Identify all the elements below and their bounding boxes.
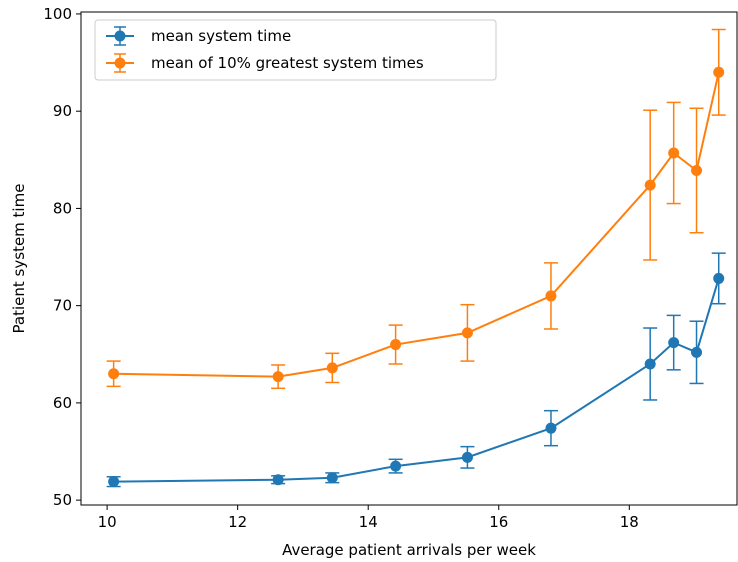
data-point	[108, 476, 120, 488]
x-tick-label: 10	[98, 513, 117, 531]
y-tick-label: 60	[53, 394, 72, 412]
data-point	[326, 362, 338, 374]
y-tick-label: 50	[53, 491, 72, 509]
legend-label: mean of 10% greatest system times	[151, 54, 424, 72]
plot-frame	[80, 11, 738, 506]
data-point	[272, 474, 284, 486]
data-point	[461, 327, 473, 339]
data-point	[668, 147, 680, 159]
data-point	[390, 460, 402, 472]
legend-swatch-marker	[114, 30, 126, 42]
data-point	[390, 339, 402, 351]
data-point	[545, 290, 557, 302]
series-1	[106, 28, 726, 390]
x-tick-label: 18	[620, 513, 639, 531]
data-point	[713, 66, 725, 78]
data-point	[691, 346, 703, 358]
legend: mean system time mean of 10% greatest sy…	[94, 19, 497, 81]
x-axis-label: Average patient arrivals per week	[282, 541, 536, 559]
series-line	[113, 72, 720, 378]
series-0	[106, 252, 726, 488]
data-point	[272, 371, 284, 383]
x-tick-label: 14	[359, 513, 378, 531]
data-point	[644, 358, 656, 370]
series-layer	[106, 28, 726, 488]
data-point	[668, 337, 680, 349]
legend-entry-0: mean system time	[106, 26, 291, 46]
y-tick-label: 80	[53, 199, 72, 217]
y-tick-label: 100	[43, 5, 72, 23]
data-point	[108, 368, 120, 380]
legend-box	[94, 19, 497, 81]
data-point	[644, 179, 656, 191]
x-tick-label: 16	[489, 513, 508, 531]
data-point	[713, 272, 725, 284]
x-tick-label: 12	[228, 513, 247, 531]
legend-label: mean system time	[151, 27, 291, 45]
y-axis-label: Patient system time	[10, 184, 28, 334]
legend-swatch-marker	[114, 57, 126, 69]
y-tick-label: 90	[53, 102, 72, 120]
series-line	[113, 278, 720, 483]
y-tick-label: 70	[53, 297, 72, 315]
data-point	[545, 422, 557, 434]
data-point	[691, 164, 703, 176]
data-point	[326, 472, 338, 484]
legend-entry-1: mean of 10% greatest system times	[106, 53, 424, 73]
data-point	[461, 451, 473, 463]
ticks-layer: 10 12 14 16 18 50 60 70 80 90 100	[43, 5, 638, 531]
